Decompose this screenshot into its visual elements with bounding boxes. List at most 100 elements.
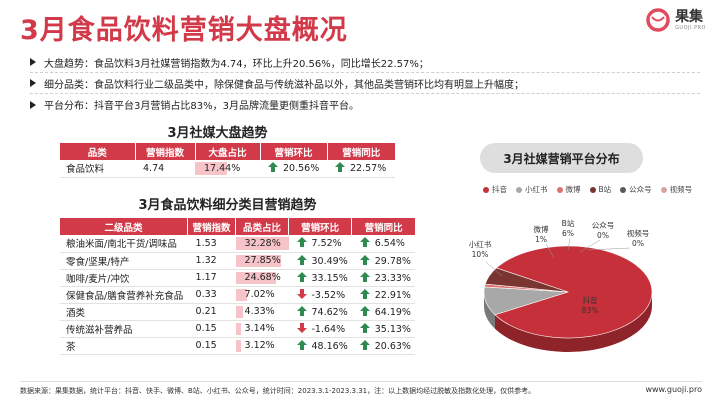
yoy-cell: 23.33%	[351, 269, 415, 287]
share-bar	[235, 339, 241, 352]
mom-cell: 30.49%	[288, 252, 352, 270]
up-arrow-icon	[296, 271, 307, 282]
subcategory-trend-table: 二级品类 营销指数 品类占比 营销环比 营销同比 粮油米面/南北干货/调味品 1.…	[60, 218, 415, 355]
column-header: 品类占比	[235, 218, 289, 235]
share-value: 3.12%	[244, 340, 275, 351]
yoy-cell: 29.78%	[351, 252, 415, 270]
down-arrow-icon	[296, 322, 307, 333]
mom-cell: 7.52%	[288, 235, 352, 253]
table-header-row: 二级品类 营销指数 品类占比 营销环比 营销同比	[60, 218, 415, 235]
pie-label: B站	[562, 218, 575, 228]
mom-value: 74.62%	[311, 306, 348, 318]
category-cell: 粮油米面/南北干货/调味品	[60, 235, 188, 253]
share-bar	[195, 162, 228, 175]
yoy-value: 29.78%	[374, 255, 411, 267]
share-cell: 17.44%	[195, 160, 260, 178]
footer-source: 数据来源：果集数据，统计平台：抖音、快手、微博、B站、小红书、公众号，统计时间：…	[20, 387, 536, 395]
share-bar	[235, 254, 282, 267]
share-bar	[235, 288, 248, 301]
yoy-value: 22.57%	[350, 163, 387, 175]
logo-subtext: GUOJI.PRO	[675, 24, 706, 31]
up-arrow-icon	[296, 305, 307, 316]
share-value: 24.68%	[244, 272, 281, 283]
share-cell: 4.33%	[235, 303, 289, 321]
yoy-value: 20.63%	[374, 340, 411, 352]
category-cell: 酒类	[60, 303, 188, 321]
legend-dot	[660, 186, 667, 193]
share-cell: 3.14%	[235, 320, 289, 338]
triangle-bullet-icon	[30, 100, 36, 109]
legend-item: B站	[589, 184, 611, 195]
pie-label: 小红书	[469, 239, 492, 249]
legend-dot	[483, 186, 489, 193]
share-value: 27.85%	[244, 255, 281, 266]
guoji-logo-icon	[646, 8, 670, 32]
brand-logo: 果集 GUOJI.PRO	[646, 8, 706, 32]
table-row: 食品饮料 4.74 17.44% 20.56% 22.57%	[60, 160, 395, 178]
column-header: 营销同比	[351, 218, 415, 235]
legend-item: 微博	[556, 184, 581, 195]
triangle-bullet-icon	[30, 79, 36, 87]
bullet-text: 大盘趋势：食品饮料3月社媒营销指数为4.74，环比上升20.56%，同比增长22…	[44, 58, 429, 70]
up-arrow-icon	[359, 254, 370, 265]
column-header: 营销环比	[260, 143, 328, 160]
triangle-bullet-icon	[30, 58, 36, 66]
legend-item: 公众号	[620, 184, 652, 195]
pie-value-label: 6%	[562, 229, 574, 238]
logo-text: 果集	[675, 8, 704, 25]
category-cell: 保健食品/膳食营养补充食品	[60, 286, 188, 304]
legend-item: 抖音	[483, 184, 507, 195]
yoy-cell: 22.57%	[327, 160, 395, 178]
table-row: 茶 0.15 3.12% 48.16% 20.63%	[60, 337, 415, 355]
bullet-item: 平台分布：抖音平台3月营销占比83%，3月品牌流量更侧重抖音平台。	[30, 94, 700, 115]
share-bar	[235, 305, 243, 318]
pie-label: 公众号	[592, 221, 615, 230]
mom-cell: 74.62%	[288, 303, 352, 321]
up-arrow-icon	[296, 339, 307, 350]
table-row: 零食/坚果/特产 1.32 27.85% 30.49% 29.78%	[60, 252, 415, 270]
index-cell: 1.17	[187, 269, 236, 287]
table-header-row: 品类 营销指数 大盘占比 营销环比 营销同比	[60, 143, 395, 160]
index-cell: 1.32	[187, 252, 236, 270]
pie-value-label: 10%	[472, 250, 489, 259]
share-value: 32.28%	[244, 237, 281, 249]
mom-cell: 33.15%	[288, 269, 352, 287]
mom-value: 33.15%	[311, 272, 348, 284]
mom-cell: -1.64%	[288, 320, 352, 338]
share-value: 4.33%	[244, 306, 275, 317]
legend-item: 小红书	[516, 184, 548, 195]
yoy-cell: 35.13%	[351, 320, 415, 338]
legend-dot	[556, 186, 563, 193]
pie-side	[494, 292, 652, 352]
yoy-value: 23.33%	[374, 272, 411, 284]
table-row: 酒类 0.21 4.33% 74.62% 64.19%	[60, 303, 415, 321]
share-value: 3.14%	[244, 323, 275, 334]
category-cell: 传统滋补营养品	[60, 320, 188, 338]
share-value: 7.02%	[244, 289, 275, 300]
chart-title: 3月社媒营销平台分布	[480, 143, 643, 173]
mom-value: 30.49%	[311, 255, 348, 267]
legend-item: 视频号	[660, 184, 692, 195]
pie-value-label: 0%	[597, 231, 609, 240]
pie-label: 抖音	[583, 295, 598, 305]
bullet-text: 细分品类：食品饮料行业二级品类中，除保健食品与传统滋补品以外，其他品类营销环比均…	[44, 79, 524, 91]
bullet-item: 大盘趋势：食品饮料3月社媒营销指数为4.74，环比上升20.56%，同比增长22…	[30, 52, 700, 73]
category-cell: 咖啡/麦片/冲饮	[60, 269, 188, 287]
share-cell: 3.12%	[235, 337, 289, 355]
share-bar	[235, 322, 241, 335]
yoy-cell: 64.19%	[351, 303, 415, 321]
index-cell: 1.53	[187, 235, 236, 253]
summary-bullets: 大盘趋势：食品饮料3月社媒营销指数为4.74，环比上升20.56%，同比增长22…	[30, 52, 700, 115]
yoy-value: 35.13%	[374, 323, 411, 335]
up-arrow-icon	[268, 162, 278, 173]
bullet-text: 平台分布：抖音平台3月营销占比83%，3月品牌流量更侧重抖音平台。	[44, 101, 359, 112]
legend-label: 微博	[565, 185, 581, 194]
pie-value-label: 0%	[632, 239, 644, 248]
bullet-item: 细分品类：食品饮料行业二级品类中，除保健食品与传统滋补品以外，其他品类营销环比均…	[30, 73, 700, 94]
up-arrow-icon	[296, 254, 307, 265]
column-header: 营销环比	[288, 218, 353, 235]
pie-leader-line	[545, 243, 555, 259]
share-cell: 24.68%	[235, 269, 289, 287]
legend-label: 公众号	[629, 185, 652, 194]
